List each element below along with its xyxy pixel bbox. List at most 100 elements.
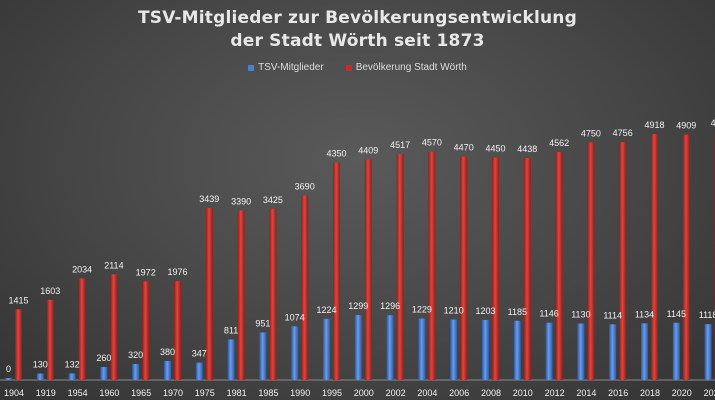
x-tick-1990: 1990 [290, 388, 310, 398]
value-label-population-2006: 4470 [454, 143, 474, 153]
bar-population-2010 [523, 158, 531, 380]
bar-tsv-2014 [577, 323, 585, 380]
x-tick-2010: 2010 [513, 388, 533, 398]
value-label-population-1960: 2114 [104, 260, 123, 270]
bar-tsv-1981 [227, 339, 235, 380]
value-label-tsv-2020: 1145 [667, 309, 686, 319]
bar-tsv-2008 [482, 319, 489, 380]
x-tick-1995: 1995 [322, 388, 342, 398]
bar-population-2004 [428, 151, 436, 380]
value-label-tsv-2004: 1229 [412, 305, 432, 315]
bar-tsv-1970 [164, 361, 171, 380]
value-label-population-2000: 4409 [358, 146, 378, 156]
x-tick-1919: 1919 [36, 388, 56, 398]
x-tick-2006: 2006 [449, 388, 469, 398]
bar-population-2000 [364, 159, 372, 380]
bar-population-1954 [78, 278, 86, 380]
bar-population-1990 [301, 195, 309, 380]
value-label-population-2010: 4438 [517, 144, 537, 154]
x-tick-1904: 1904 [4, 388, 24, 398]
x-tick-2018: 2018 [640, 388, 660, 398]
chart-title-line-1: TSV-Mitglieder zur Bevölkerungsentwicklu… [138, 8, 577, 28]
value-label-tsv-2018: 1134 [635, 309, 654, 319]
bar-tsv-2006 [450, 319, 458, 380]
x-tick-2016: 2016 [608, 388, 628, 398]
value-label-tsv-1954: 132 [65, 359, 80, 369]
legend-label-population: Bevölkerung Stadt Wörth [355, 62, 467, 73]
chart-legend: TSV-Mitglieder Bevölkerung Stadt Wörth [0, 62, 715, 73]
x-tick-2008: 2008 [481, 388, 501, 398]
x-tick-1975: 1975 [195, 388, 215, 398]
bar-tsv-2010 [513, 320, 521, 380]
chart-title-line-2: der Stadt Wörth seit 1873 [230, 31, 485, 51]
bars-group [0, 132, 715, 381]
bar-population-2020 [682, 134, 690, 380]
value-label-tsv-1995: 1224 [316, 305, 336, 315]
value-label-population-2014: 4750 [581, 129, 601, 139]
value-label-tsv-2000: 1299 [348, 301, 368, 311]
value-label-population-1954: 2034 [72, 264, 92, 274]
value-label-tsv-1990: 1074 [285, 312, 305, 322]
value-label-population-2021: 496 [711, 118, 715, 128]
bar-tsv-2021 [704, 324, 712, 380]
bar-tsv-1985 [259, 332, 267, 380]
value-label-population-2020: 4909 [676, 121, 696, 131]
value-label-population-1981: 3390 [231, 197, 251, 207]
x-tick-2020: 2020 [672, 388, 692, 398]
value-label-population-1990: 3690 [295, 182, 315, 192]
value-label-population-2016: 4756 [613, 128, 633, 138]
bar-population-1965 [142, 281, 150, 380]
bar-tsv-1965 [132, 364, 140, 380]
bar-population-2016 [619, 142, 627, 380]
value-label-population-1995: 4350 [326, 149, 346, 159]
bar-population-1985 [269, 208, 277, 380]
x-tick-2004: 2004 [417, 388, 437, 398]
legend-item-tsv: TSV-Mitglieder [248, 62, 324, 73]
value-label-tsv-1985: 951 [255, 318, 270, 328]
bar-population-2012 [555, 151, 563, 380]
x-tick-1985: 1985 [258, 388, 278, 398]
bar-tsv-2012 [545, 322, 553, 380]
value-label-tsv-2008: 1203 [475, 306, 495, 316]
x-tick-2002: 2002 [386, 388, 406, 398]
bar-tsv-1919 [36, 373, 44, 380]
x-tick-2000: 2000 [354, 388, 374, 398]
value-label-tsv-1970: 380 [160, 347, 175, 357]
x-tick-2021: 2021 [704, 388, 715, 398]
value-label-population-1970: 1976 [167, 267, 187, 277]
x-tick-1970: 1970 [163, 388, 183, 398]
bar-population-1970 [174, 281, 181, 380]
bar-tsv-1954 [68, 373, 76, 380]
bar-population-1904 [15, 309, 22, 380]
bar-tsv-2016 [609, 324, 617, 380]
bar-tsv-1995 [323, 318, 330, 380]
x-tick-1965: 1965 [131, 388, 151, 398]
bar-population-2006 [460, 156, 468, 380]
bar-tsv-1904 [5, 378, 12, 380]
value-label-tsv-1975: 347 [192, 349, 207, 359]
bar-tsv-1975 [195, 362, 203, 380]
value-label-tsv-2012: 1146 [539, 309, 558, 319]
bar-population-2008 [492, 157, 499, 380]
value-label-population-2012: 4562 [549, 138, 569, 148]
legend-item-population: Bevölkerung Stadt Wörth [345, 62, 467, 73]
bar-tsv-1990 [291, 326, 299, 380]
x-tick-1960: 1960 [99, 388, 119, 398]
bar-population-2018 [651, 134, 658, 380]
value-label-tsv-1904: 0 [6, 364, 11, 374]
bar-population-1981 [237, 210, 245, 380]
bar-population-1960 [110, 274, 118, 380]
x-tick-labels-group: 1904 1919 1954 1960 1965 1970 1975 1981 1985 1990… [4, 388, 715, 398]
legend-label-tsv: TSV-Mitglieder [258, 62, 324, 73]
bar-population-1975 [205, 208, 213, 380]
bar-population-1919 [46, 299, 54, 380]
value-labels-group: 0 1415 130 1603 132 2034 260 2114 320 1972 380 1976… [6, 118, 715, 374]
bar-tsv-2004 [418, 318, 426, 380]
legend-swatch-population [345, 64, 352, 71]
value-label-population-2002: 4517 [390, 140, 410, 150]
bar-tsv-1960 [100, 367, 108, 380]
value-label-tsv-2006: 1210 [444, 306, 464, 316]
bar-population-1995 [333, 162, 340, 380]
